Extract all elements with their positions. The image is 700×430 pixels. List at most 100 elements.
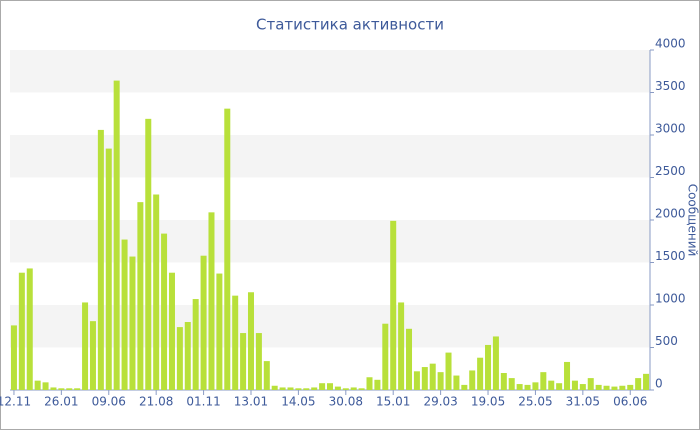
bar — [643, 373, 650, 390]
bar — [334, 386, 341, 390]
bar — [129, 256, 136, 390]
bar — [579, 384, 586, 390]
y-axis-label: Сообщений — [686, 184, 700, 257]
bar — [413, 371, 420, 390]
bar — [232, 295, 239, 390]
y-tick-label: 500 — [655, 334, 678, 348]
bar — [445, 352, 452, 390]
bar — [619, 385, 626, 390]
bar — [50, 387, 57, 390]
bar — [200, 255, 207, 390]
bar — [240, 333, 247, 390]
bar — [469, 370, 476, 390]
bar — [390, 220, 397, 390]
bar — [406, 328, 413, 390]
x-tick-label: 30.08 — [329, 395, 363, 409]
bar — [485, 344, 492, 390]
bar — [168, 272, 175, 390]
bar — [255, 333, 262, 390]
grid-band — [10, 50, 650, 93]
bar — [587, 378, 594, 390]
bar — [42, 382, 49, 390]
bar — [161, 233, 168, 390]
bar — [500, 373, 507, 390]
x-tick-label: 01.11 — [186, 395, 220, 409]
bar — [34, 380, 41, 390]
x-tick-label: 09.06 — [92, 395, 126, 409]
chart-title: Статистика активности — [256, 16, 444, 34]
bar — [311, 387, 318, 390]
bar — [216, 273, 223, 390]
bar — [137, 202, 144, 390]
bar — [295, 388, 302, 390]
bar — [18, 272, 25, 390]
bar — [287, 387, 294, 390]
x-tick-label: 14.05 — [281, 395, 315, 409]
bar — [208, 212, 215, 390]
bar — [627, 384, 634, 390]
bar — [603, 385, 610, 390]
bar — [524, 384, 531, 390]
bar — [635, 378, 642, 390]
bar — [153, 194, 160, 390]
y-tick-label: 3000 — [655, 122, 686, 136]
y-tick-label: 2500 — [655, 164, 686, 178]
x-tick-label: 26.01 — [44, 395, 78, 409]
bar — [350, 387, 357, 390]
bar — [421, 367, 428, 390]
bar — [247, 292, 254, 390]
bar — [192, 299, 199, 390]
bar — [271, 385, 278, 390]
bar — [105, 148, 112, 390]
bar — [374, 379, 381, 390]
bar — [548, 380, 555, 390]
bar — [366, 377, 373, 390]
bar — [437, 372, 444, 390]
bar — [382, 323, 389, 390]
bar — [532, 382, 539, 390]
bar — [263, 361, 270, 390]
bar — [145, 118, 152, 390]
bar — [176, 327, 183, 390]
bar — [540, 372, 547, 390]
bar — [398, 302, 405, 390]
x-tick-label: 13.01 — [234, 395, 268, 409]
bar — [319, 383, 326, 390]
x-tick-label: 29.03 — [423, 395, 457, 409]
bar — [89, 321, 96, 390]
y-tick-label: 2000 — [655, 207, 686, 221]
bar — [492, 336, 499, 390]
bar — [342, 388, 349, 390]
bar — [97, 129, 104, 390]
y-tick-label: 1000 — [655, 292, 686, 306]
bar — [224, 108, 231, 391]
bar — [358, 388, 365, 390]
bar — [121, 239, 128, 390]
bar — [26, 268, 33, 390]
bar — [429, 363, 436, 390]
y-tick-label: 1500 — [655, 249, 686, 263]
x-tick-label: 25.05 — [518, 395, 552, 409]
bar — [74, 388, 81, 390]
bar — [113, 80, 120, 390]
bar — [611, 386, 618, 390]
bar — [571, 380, 578, 390]
y-tick-label: 3500 — [655, 79, 686, 93]
bar — [508, 378, 515, 390]
y-tick-label: 4000 — [655, 37, 686, 51]
x-tick-label: 21.08 — [139, 395, 173, 409]
bar — [516, 384, 523, 390]
x-tick-label: 19.05 — [471, 395, 505, 409]
bar — [184, 322, 191, 390]
bar — [279, 387, 286, 390]
x-tick-label: 15.01 — [376, 395, 410, 409]
bar — [556, 383, 563, 390]
bar — [477, 357, 484, 390]
bar — [303, 388, 310, 390]
x-tick-label: 06.06 — [613, 395, 647, 409]
x-tick-label: 12.11 — [0, 395, 31, 409]
bar — [326, 383, 334, 390]
bar — [564, 361, 571, 390]
bar — [461, 384, 468, 390]
